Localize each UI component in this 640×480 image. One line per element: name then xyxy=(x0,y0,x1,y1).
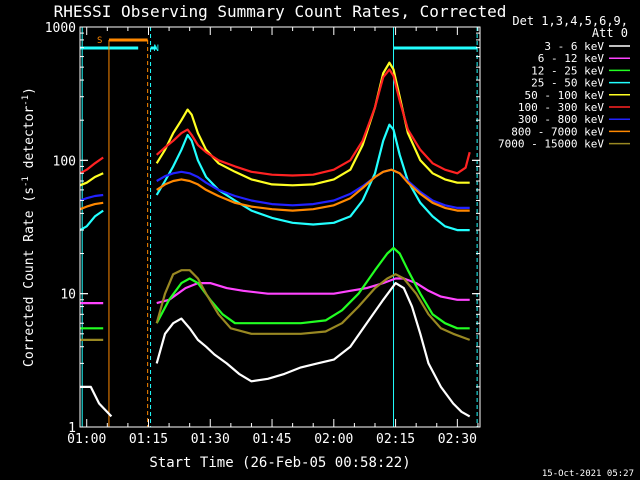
series-line-25-50-kev xyxy=(79,123,470,232)
legend-entry-label: 50 - 100 keV xyxy=(525,89,605,102)
y-axis-label: Corrected Count Rate (s-1 detector-1) xyxy=(21,87,37,367)
cyan-bar-label: N xyxy=(154,44,159,54)
legend-entry-label: 100 - 300 keV xyxy=(518,101,604,114)
series-line-100-300-kev xyxy=(79,68,471,177)
legend-entry-label: 12 - 25 keV xyxy=(531,64,604,77)
plot-area: NS xyxy=(79,27,478,427)
y-tick-label: 1000 xyxy=(45,21,76,36)
orange-bar-label: S xyxy=(97,36,102,46)
x-axis-label: Start Time (26-Feb-05 00:58:22) xyxy=(149,455,410,471)
legend-entry-label: 800 - 7000 keV xyxy=(511,125,604,138)
legend-entry-label: 3 - 6 keV xyxy=(544,40,604,53)
series-line-12-25-kev xyxy=(80,246,470,330)
series-line-6-12-kev xyxy=(80,277,470,305)
x-tick-label: 02:30 xyxy=(438,432,477,447)
y-tick-label: 1 xyxy=(68,421,76,436)
legend-entry-label: 7000 - 15000 keV xyxy=(498,138,604,151)
series-line-7000-15000-kev xyxy=(80,269,471,341)
y-tick-label: 10 xyxy=(60,288,76,303)
x-tick-label: 01:15 xyxy=(129,432,168,447)
legend-entry-label: 25 - 50 keV xyxy=(531,77,604,90)
legend-header-line2: Att 0 xyxy=(592,26,628,40)
series-line-300-800-kev xyxy=(79,168,470,209)
x-tick-label: 01:30 xyxy=(191,432,230,447)
x-tick-label: 01:00 xyxy=(67,432,106,447)
chart-title: RHESSI Observing Summary Count Rates, Co… xyxy=(54,2,507,21)
x-tick-label: 01:45 xyxy=(252,432,291,447)
x-tick-label: 02:00 xyxy=(314,432,353,447)
x-axis-ticks: 01:00 01:15 01:30 01:45 02:00 02:15 02:30 xyxy=(67,27,479,447)
series-line-3-6-kev xyxy=(80,282,471,418)
legend-header-line1: Det 1,3,4,5,6,9, xyxy=(512,14,628,28)
footer-timestamp: 15-Oct-2021 05:27 xyxy=(542,469,634,479)
y-axis-ticks: 1 10 100 1000 xyxy=(45,21,480,436)
x-tick-label: 02:15 xyxy=(376,432,415,447)
series-line-800-7000-kev xyxy=(79,168,470,212)
legend-entry-label: 6 - 12 keV xyxy=(538,52,605,65)
plot-frame xyxy=(79,26,481,428)
legend-entry-label: 300 - 800 keV xyxy=(518,113,604,126)
series-line-50-100-kev xyxy=(79,61,470,187)
y-tick-label: 100 xyxy=(53,154,76,169)
